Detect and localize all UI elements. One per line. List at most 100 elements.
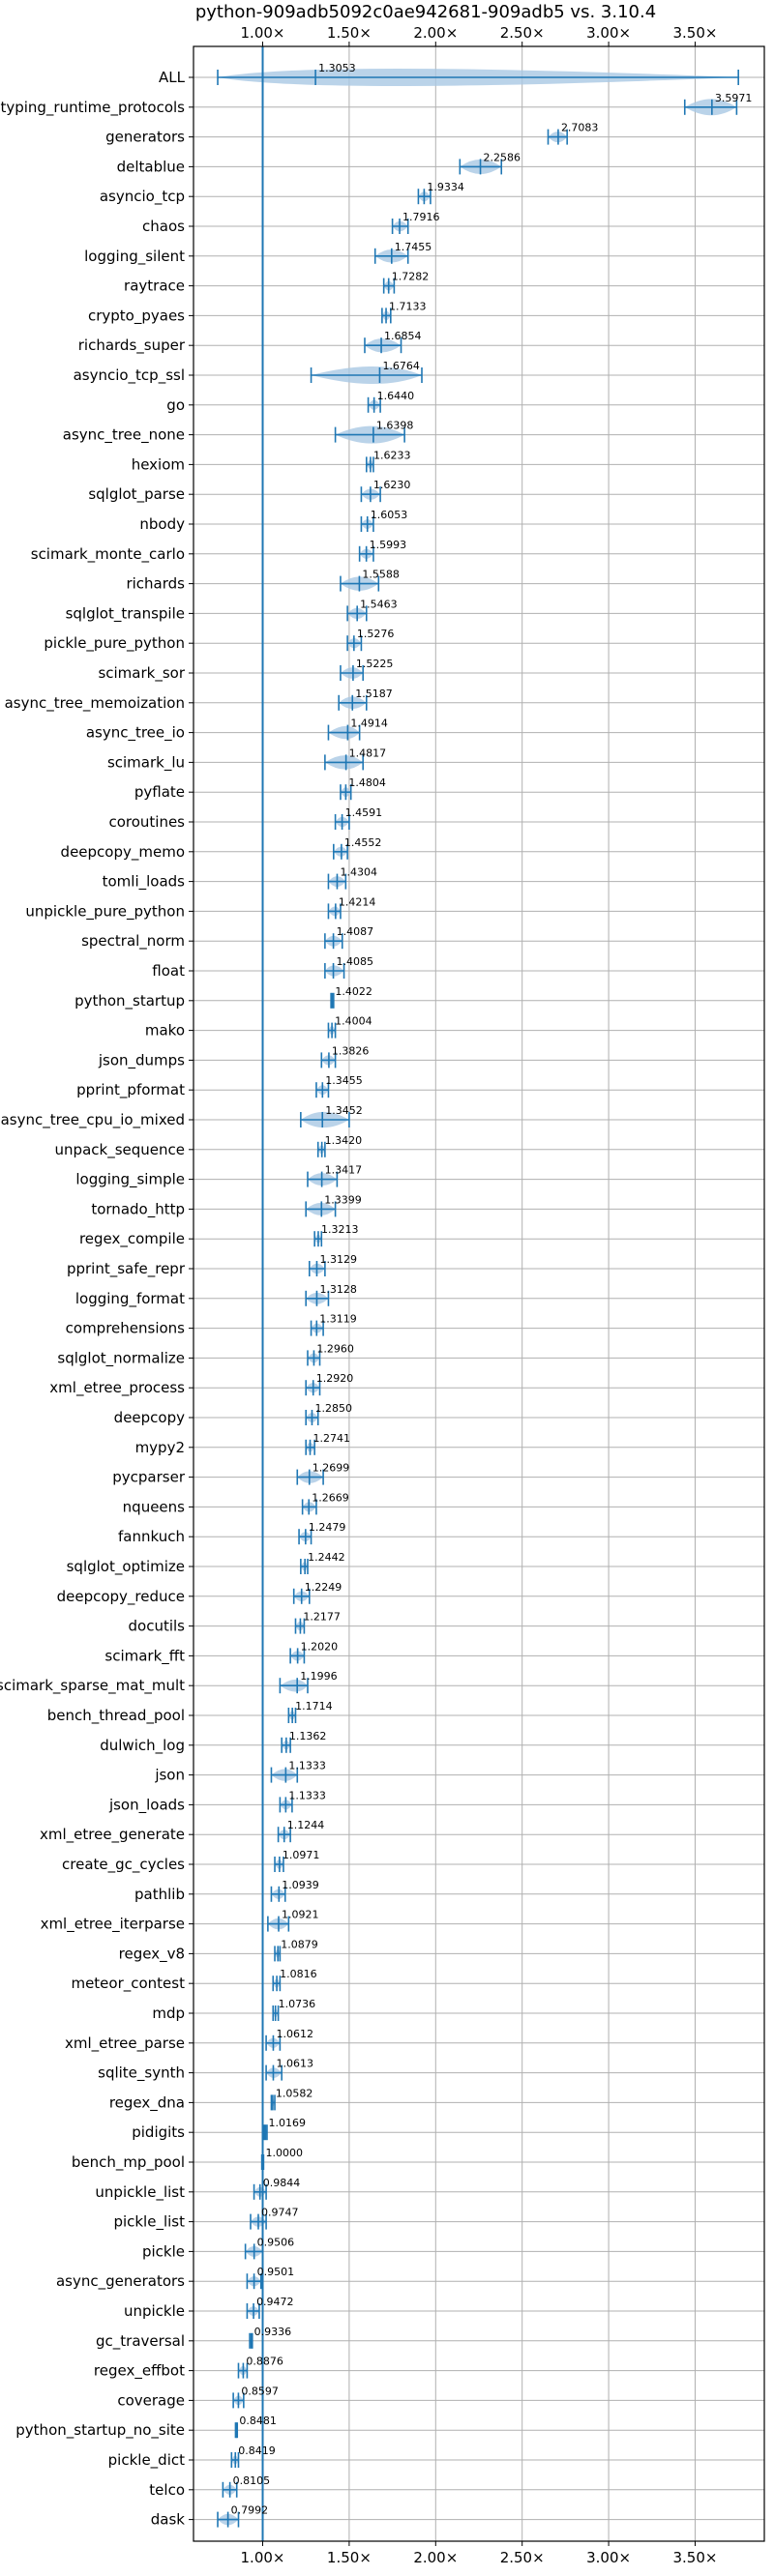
category-label: async_generators bbox=[56, 2272, 185, 2291]
category-label: async_tree_io bbox=[86, 724, 185, 743]
x-tick-label-bottom: 2.50× bbox=[500, 2549, 545, 2566]
category-label: deepcopy_reduce bbox=[57, 1588, 185, 1606]
category-label: docutils bbox=[129, 1618, 186, 1635]
value-label: 1.3129 bbox=[319, 1253, 357, 1266]
value-label: 1.2249 bbox=[305, 1581, 342, 1594]
category-label: pprint_pformat bbox=[76, 1081, 185, 1099]
value-label: 1.0613 bbox=[276, 2058, 313, 2070]
x-tick-label-top: 2.00× bbox=[413, 24, 458, 42]
x-tick-label-top: 1.50× bbox=[327, 24, 372, 42]
value-label: 1.2479 bbox=[309, 1521, 346, 1534]
value-label: 1.7133 bbox=[389, 300, 427, 312]
category-label: unpickle_list bbox=[95, 2183, 185, 2202]
category-label: raytrace bbox=[124, 278, 185, 295]
category-label: richards_super bbox=[78, 337, 186, 355]
category-label: json_loads bbox=[108, 1796, 185, 1814]
category-label: richards bbox=[126, 575, 185, 593]
plot-frame bbox=[193, 45, 765, 2542]
category-label: regex_dna bbox=[109, 2093, 185, 2112]
value-label: 0.8105 bbox=[233, 2474, 270, 2487]
value-label: 1.0971 bbox=[283, 1849, 320, 1861]
value-label: 1.2741 bbox=[313, 1432, 351, 1445]
value-label: 1.3455 bbox=[325, 1074, 363, 1087]
value-label: 1.4914 bbox=[350, 717, 388, 730]
value-label: 1.3119 bbox=[319, 1313, 357, 1326]
category-label: logging_simple bbox=[75, 1171, 185, 1189]
value-label: 1.4552 bbox=[344, 836, 382, 849]
category-label: pidigits bbox=[132, 2123, 185, 2141]
category-label: pickle_pure_python bbox=[44, 634, 185, 653]
x-tick-label-bottom: 3.00× bbox=[586, 2549, 631, 2566]
tick-layer: 1.00× 1.00× 1.50× 1.50× 2.00× 2.00× 2.50× 2.50×… bbox=[0, 24, 717, 2566]
category-label: async_tree_cpu_io_mixed bbox=[1, 1111, 185, 1129]
chart-title: python-909adb5092c0ae942681-909adb5 vs. … bbox=[195, 2, 656, 22]
value-label: 0.8597 bbox=[241, 2385, 279, 2397]
value-label: 1.3417 bbox=[325, 1164, 363, 1177]
value-label: 1.6233 bbox=[373, 449, 411, 461]
value-label: 1.6440 bbox=[377, 390, 415, 402]
value-label: 1.6230 bbox=[373, 479, 411, 491]
category-label: scimark_sor bbox=[98, 664, 185, 683]
value-label: 1.2442 bbox=[308, 1551, 345, 1564]
value-label: 1.1714 bbox=[295, 1700, 333, 1712]
value-label: 1.3826 bbox=[332, 1044, 370, 1057]
value-label: 1.3053 bbox=[318, 62, 356, 74]
category-label: scimark_lu bbox=[107, 753, 185, 772]
value-label: 1.1244 bbox=[287, 1819, 325, 1831]
category-label: comprehensions bbox=[66, 1320, 186, 1337]
category-label: hexiom bbox=[132, 455, 185, 473]
value-label: 0.9747 bbox=[261, 2207, 299, 2219]
value-label: 1.2699 bbox=[313, 1462, 350, 1475]
x-tick-label-bottom: 3.50× bbox=[673, 2549, 718, 2566]
value-label: 1.7455 bbox=[395, 241, 432, 253]
x-tick-label-top: 1.00× bbox=[241, 24, 285, 42]
value-label: 1.2177 bbox=[303, 1611, 341, 1624]
category-label: coroutines bbox=[108, 813, 185, 831]
value-label: 1.0879 bbox=[281, 1938, 318, 1950]
value-label: 1.4817 bbox=[349, 746, 387, 759]
category-label: logging_silent bbox=[84, 248, 185, 266]
value-label: 1.6764 bbox=[382, 360, 420, 372]
value-label: 1.0000 bbox=[266, 2147, 304, 2159]
x-tick-label-top: 3.00× bbox=[586, 24, 631, 42]
value-label: 1.7282 bbox=[392, 271, 430, 283]
category-label: pycparser bbox=[112, 1469, 186, 1486]
value-label: 0.8419 bbox=[238, 2444, 275, 2457]
category-label: asyncio_tcp_ssl bbox=[74, 366, 185, 385]
value-label: 1.1996 bbox=[300, 1670, 338, 1683]
category-label: unpack_sequence bbox=[55, 1141, 185, 1159]
category-label: telco bbox=[149, 2481, 185, 2499]
category-label: nqueens bbox=[123, 1498, 185, 1515]
value-label: 1.0169 bbox=[269, 2117, 307, 2129]
category-label: go bbox=[166, 396, 185, 414]
category-label: async_tree_memoization bbox=[5, 694, 185, 713]
category-label: tornado_http bbox=[91, 1200, 185, 1218]
value-label: 1.2920 bbox=[316, 1372, 354, 1385]
category-label: scimark_sparse_mat_mult bbox=[0, 1677, 185, 1695]
category-label: deepcopy bbox=[114, 1409, 185, 1426]
category-label: pickle_list bbox=[113, 2213, 185, 2232]
value-label: 1.0612 bbox=[276, 2028, 313, 2040]
value-label: 1.5225 bbox=[356, 658, 394, 670]
category-label: python_startup_no_site bbox=[15, 2421, 185, 2440]
category-label: deepcopy_memo bbox=[61, 843, 185, 862]
category-label: scimark_monte_carlo bbox=[31, 545, 185, 564]
category-label: mdp bbox=[152, 2005, 185, 2022]
value-label: 2.2586 bbox=[484, 151, 521, 163]
category-label: crypto_pyaes bbox=[88, 307, 185, 325]
category-label: float bbox=[152, 962, 185, 980]
category-label: sqlglot_parse bbox=[88, 485, 185, 504]
value-label: 1.1362 bbox=[289, 1730, 327, 1742]
category-label: logging_format bbox=[75, 1290, 185, 1308]
value-label: 1.0582 bbox=[276, 2087, 313, 2099]
category-label: fannkuch bbox=[118, 1528, 185, 1545]
category-label: xml_etree_generate bbox=[40, 1826, 185, 1844]
category-label: xml_etree_process bbox=[49, 1379, 185, 1397]
value-label: 0.9844 bbox=[263, 2177, 301, 2189]
category-label: json_dumps bbox=[98, 1051, 185, 1069]
value-label: 1.6053 bbox=[371, 509, 408, 521]
x-tick-label-bottom: 1.50× bbox=[327, 2549, 372, 2566]
value-label: 1.3213 bbox=[321, 1223, 359, 1236]
category-label: sqlglot_normalize bbox=[57, 1349, 185, 1367]
category-label: regex_compile bbox=[79, 1230, 185, 1248]
